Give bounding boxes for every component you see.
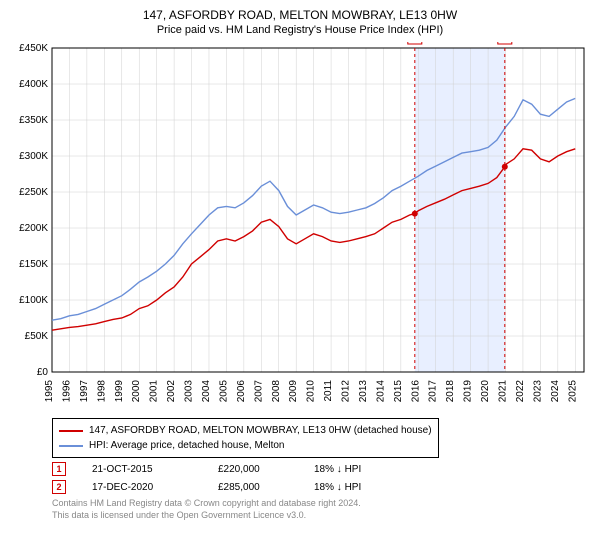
svg-text:£0: £0 [37, 367, 49, 378]
svg-text:2001: 2001 [149, 380, 160, 403]
marker-price: £220,000 [218, 464, 288, 475]
svg-text:£350K: £350K [19, 115, 48, 126]
svg-text:2009: 2009 [288, 380, 299, 403]
svg-text:2010: 2010 [306, 380, 317, 403]
footer-attribution: Contains HM Land Registry data © Crown c… [52, 498, 582, 521]
svg-text:1996: 1996 [61, 380, 72, 403]
chart-title: 147, ASFORDBY ROAD, MELTON MOWBRAY, LE13… [10, 8, 590, 22]
legend-item: HPI: Average price, detached house, Melt… [59, 438, 432, 453]
legend: 147, ASFORDBY ROAD, MELTON MOWBRAY, LE13… [52, 418, 439, 458]
svg-text:1995: 1995 [44, 380, 55, 403]
svg-text:2025: 2025 [567, 380, 578, 403]
svg-text:£450K: £450K [19, 43, 48, 54]
svg-text:2017: 2017 [428, 380, 439, 403]
svg-text:1998: 1998 [96, 380, 107, 403]
svg-text:£300K: £300K [19, 151, 48, 162]
svg-text:£200K: £200K [19, 223, 48, 234]
svg-text:2016: 2016 [410, 380, 421, 403]
svg-text:2020: 2020 [480, 380, 491, 403]
marker-pct: 18% ↓ HPI [314, 482, 394, 493]
svg-text:£150K: £150K [19, 259, 48, 270]
svg-text:1999: 1999 [114, 380, 125, 403]
svg-text:2021: 2021 [498, 380, 509, 403]
footer-line: Contains HM Land Registry data © Crown c… [52, 498, 582, 510]
legend-swatch [59, 430, 83, 432]
marker-table: 1 21-OCT-2015 £220,000 18% ↓ HPI 2 17-DE… [52, 462, 582, 494]
svg-text:2024: 2024 [550, 380, 561, 403]
svg-text:1: 1 [412, 42, 417, 43]
legend-item: 147, ASFORDBY ROAD, MELTON MOWBRAY, LE13… [59, 423, 432, 438]
svg-text:2006: 2006 [236, 380, 247, 403]
marker-date: 21-OCT-2015 [92, 464, 192, 475]
svg-text:2000: 2000 [131, 380, 142, 403]
svg-text:2022: 2022 [515, 380, 526, 403]
marker-id-box: 2 [52, 480, 66, 494]
svg-text:£50K: £50K [25, 331, 49, 342]
line-chart-svg: £0 £50K £100K £150K £200K £250K £300K £350K £400… [10, 42, 590, 412]
svg-text:2011: 2011 [323, 380, 334, 402]
svg-text:2003: 2003 [184, 380, 195, 403]
chart-area: £0 £50K £100K £150K £200K £250K £300K £350K £400… [10, 42, 590, 412]
marker-price: £285,000 [218, 482, 288, 493]
svg-text:2: 2 [502, 42, 507, 43]
svg-text:2002: 2002 [166, 380, 177, 403]
svg-text:£100K: £100K [19, 295, 48, 306]
svg-text:2023: 2023 [532, 380, 543, 403]
legend-label: 147, ASFORDBY ROAD, MELTON MOWBRAY, LE13… [89, 423, 432, 438]
svg-text:1997: 1997 [79, 380, 90, 403]
svg-text:2007: 2007 [253, 380, 264, 403]
marker-row: 1 21-OCT-2015 £220,000 18% ↓ HPI [52, 462, 582, 476]
legend-label: HPI: Average price, detached house, Melt… [89, 438, 285, 453]
legend-swatch [59, 445, 83, 447]
svg-text:2014: 2014 [375, 380, 386, 403]
svg-text:£250K: £250K [19, 187, 48, 198]
svg-text:2004: 2004 [201, 380, 212, 403]
svg-text:£400K: £400K [19, 79, 48, 90]
chart-container: 147, ASFORDBY ROAD, MELTON MOWBRAY, LE13… [0, 0, 600, 527]
svg-text:2005: 2005 [218, 380, 229, 403]
svg-text:2015: 2015 [393, 380, 404, 403]
marker-date: 17-DEC-2020 [92, 482, 192, 493]
chart-subtitle: Price paid vs. HM Land Registry's House … [10, 24, 590, 36]
marker-id-box: 1 [52, 462, 66, 476]
marker-pct: 18% ↓ HPI [314, 464, 394, 475]
svg-text:2018: 2018 [445, 380, 456, 403]
marker-row: 2 17-DEC-2020 £285,000 18% ↓ HPI [52, 480, 582, 494]
svg-text:2013: 2013 [358, 380, 369, 403]
footer-line: This data is licensed under the Open Gov… [52, 510, 582, 522]
svg-text:2019: 2019 [463, 380, 474, 403]
svg-text:2012: 2012 [341, 380, 352, 403]
svg-text:2008: 2008 [271, 380, 282, 403]
